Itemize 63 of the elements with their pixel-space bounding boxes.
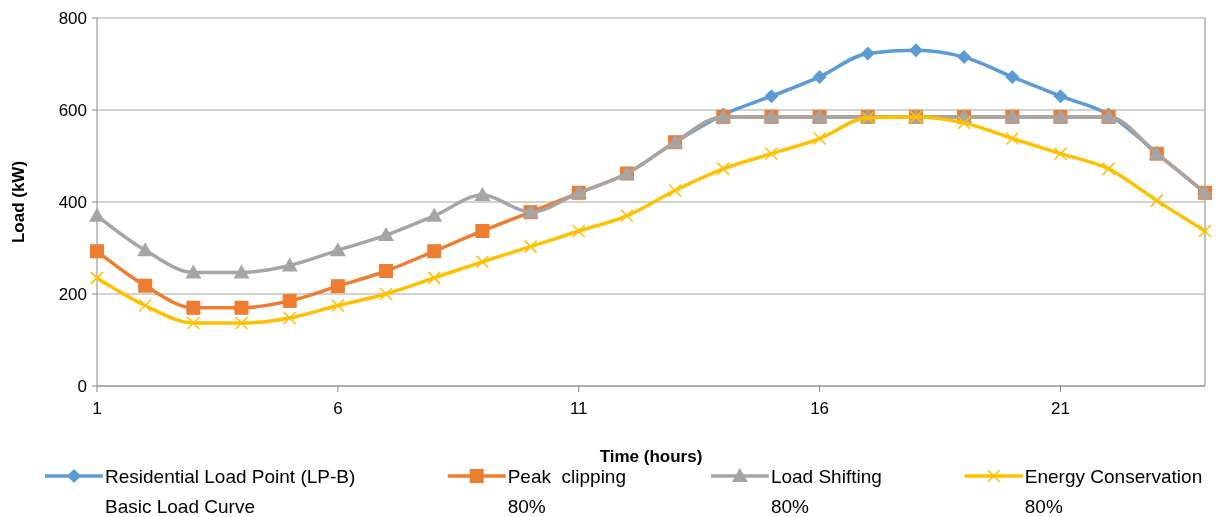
point <box>234 316 249 330</box>
point <box>764 89 779 104</box>
point <box>1005 69 1020 84</box>
legend-label: Peak clipping 80% <box>507 465 626 517</box>
point <box>186 300 201 315</box>
point <box>330 279 345 294</box>
x-tick-label: 16 <box>810 399 830 418</box>
point <box>233 264 250 279</box>
y-tick-label: 400 <box>58 192 87 212</box>
point <box>1101 162 1116 176</box>
legend-label: Energy Conservation 80% <box>1024 465 1203 517</box>
point <box>571 224 586 238</box>
point <box>185 264 202 279</box>
point <box>427 271 441 285</box>
legend-label: Load Shifting 80% <box>770 465 882 517</box>
point <box>1005 131 1020 146</box>
point <box>523 239 538 254</box>
point <box>957 116 971 130</box>
point <box>378 227 395 242</box>
x-tick-label: 6 <box>333 399 343 418</box>
point <box>90 244 104 259</box>
point <box>620 209 634 223</box>
point <box>475 223 490 238</box>
point <box>138 278 153 293</box>
point <box>426 207 443 222</box>
y-tick-label: 0 <box>77 376 87 396</box>
point <box>427 244 442 259</box>
point <box>90 271 104 285</box>
point <box>957 50 972 65</box>
y-tick-label: 200 <box>58 284 87 304</box>
point <box>282 293 297 308</box>
point <box>234 300 249 315</box>
point <box>812 131 827 146</box>
point <box>860 46 875 61</box>
y-tick-label: 600 <box>58 100 87 120</box>
legend-label: Residential Load Point (LP-B) Basic Load Curve <box>105 465 356 517</box>
point <box>908 43 923 58</box>
point <box>764 146 779 161</box>
point <box>379 264 394 278</box>
point <box>138 298 152 313</box>
point <box>812 69 827 84</box>
point <box>186 316 201 330</box>
point <box>281 257 298 272</box>
y-axis-title: Load (kW) <box>9 160 28 244</box>
point <box>379 287 393 301</box>
point <box>1053 146 1068 161</box>
point <box>1150 193 1164 208</box>
point <box>475 255 490 269</box>
point <box>331 298 345 313</box>
y-tick-label: 800 <box>58 8 87 28</box>
x-tick-label: 1 <box>92 399 102 418</box>
x-axis-title: Time (hours) <box>599 447 703 466</box>
point <box>1198 224 1212 238</box>
x-tick-label: 11 <box>569 399 588 418</box>
point <box>89 207 105 222</box>
x-tick-label: 21 <box>1051 399 1070 418</box>
point <box>329 242 346 257</box>
point <box>716 162 731 176</box>
point <box>282 311 297 325</box>
point <box>1053 89 1068 104</box>
point <box>137 242 154 257</box>
point <box>668 183 682 198</box>
point <box>474 187 491 202</box>
